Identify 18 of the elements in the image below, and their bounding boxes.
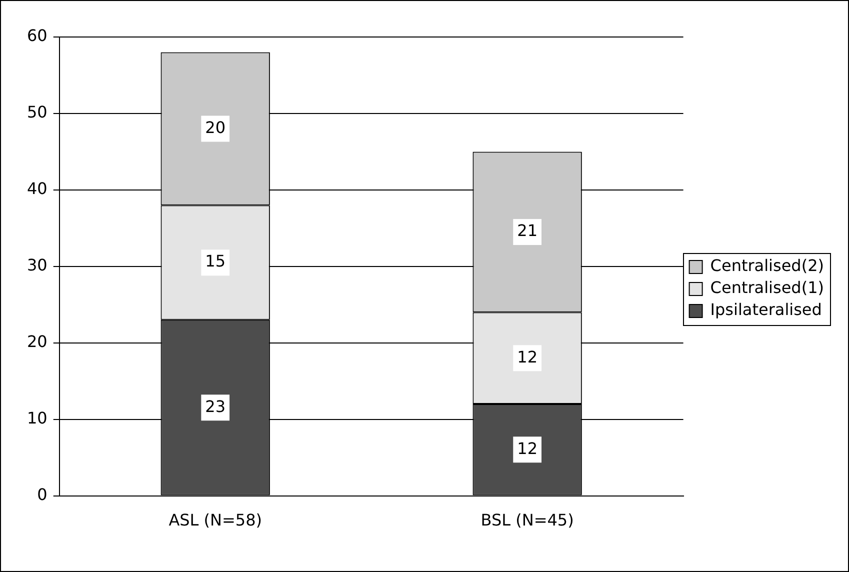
x-tick-label: BSL (N=45) [480,510,574,530]
y-tick-label: 30 [27,256,48,275]
data-label: 21 [517,221,538,240]
legend-label: Centralised(1) [710,278,824,298]
y-tick-label: 60 [27,26,48,46]
y-tick-label: 20 [27,332,48,352]
y-tick-label: 0 [37,484,48,504]
data-label: 12 [517,347,538,366]
data-label: 23 [205,396,226,416]
y-tick-label: 40 [27,179,48,198]
data-label: 20 [205,118,226,137]
y-tick-label: 50 [27,102,48,122]
legend-label: Ipsilateralised [710,300,822,320]
legend-label: Centralised(2) [710,256,824,276]
data-label: 15 [205,252,226,271]
data-label: 12 [517,438,538,458]
x-tick-label: ASL (N=58) [168,510,262,530]
y-tick-label: 10 [27,408,48,428]
